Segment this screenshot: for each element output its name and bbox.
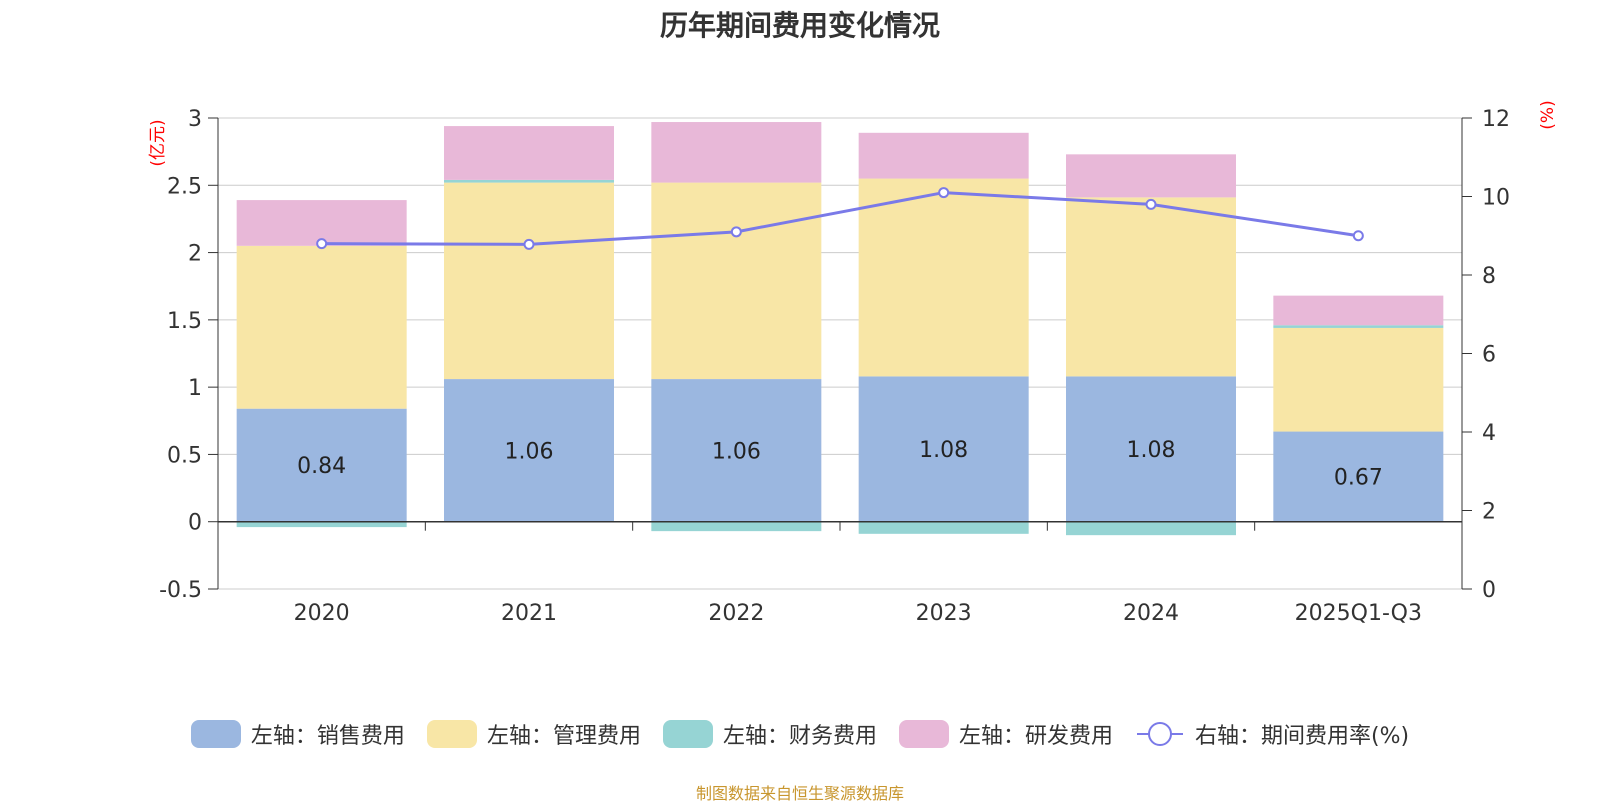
bar-segment bbox=[651, 379, 822, 522]
left-tick-label: 1 bbox=[188, 376, 202, 401]
source-footnote: 制图数据来自恒生聚源数据库 bbox=[695, 784, 904, 803]
bar-data-label: 0.84 bbox=[297, 454, 346, 479]
ratio-point bbox=[316, 238, 328, 250]
legend-swatch-sales bbox=[190, 720, 241, 748]
bar-data-label: 1.06 bbox=[505, 439, 554, 464]
right-tick-label: 12 bbox=[1482, 107, 1510, 132]
right-tick-label: 6 bbox=[1482, 343, 1496, 368]
right-axis-unit: (%) bbox=[1538, 100, 1558, 129]
right-tick-label: 10 bbox=[1482, 186, 1510, 211]
bar-data-label: 1.06 bbox=[712, 439, 761, 464]
x-tick-label: 2022 bbox=[708, 601, 764, 626]
bar-segment bbox=[236, 245, 407, 409]
bar-segment bbox=[1066, 521, 1236, 536]
legend-item-finance[interactable]: 左轴：财务费用 bbox=[662, 718, 877, 750]
legend-item-rnd[interactable]: 左轴：研发费用 bbox=[898, 718, 1113, 750]
bar-segment bbox=[1066, 376, 1236, 522]
right-tick-label: 4 bbox=[1482, 421, 1496, 446]
bar-segment bbox=[1066, 154, 1236, 198]
bar-segment bbox=[858, 376, 1029, 522]
ratio-point bbox=[1145, 198, 1157, 210]
legend-label-rnd: 左轴：研发费用 bbox=[958, 724, 1113, 749]
bar-data-label: 1.08 bbox=[919, 438, 968, 463]
bar-segment bbox=[444, 182, 614, 380]
left-tick-label: 2 bbox=[188, 242, 202, 267]
bar-segment bbox=[444, 126, 614, 180]
ratio-point bbox=[1352, 230, 1364, 242]
legend: 左轴：销售费用 左轴：管理费用 左轴：财务费用 左轴：研发费用 右轴：期间费用率… bbox=[0, 718, 1600, 750]
left-tick-label: -0.5 bbox=[159, 578, 202, 603]
bar-segment bbox=[651, 122, 822, 183]
legend-label-ratio: 右轴：期间费用率(%) bbox=[1194, 724, 1410, 749]
legend-item-admin[interactable]: 左轴：管理费用 bbox=[426, 718, 641, 750]
bar-data-label: 1.08 bbox=[1127, 438, 1176, 463]
legend-swatch-admin bbox=[426, 720, 477, 748]
x-tick-label: 2021 bbox=[501, 601, 557, 626]
legend-label-admin: 左轴：管理费用 bbox=[486, 724, 641, 749]
left-axis-unit: (亿元) bbox=[148, 119, 168, 166]
ratio-point bbox=[938, 187, 950, 199]
bar-segment bbox=[651, 182, 822, 380]
bar-segment bbox=[444, 379, 614, 522]
bar-segment bbox=[858, 178, 1029, 377]
legend-item-ratio[interactable]: 右轴：期间费用率(%) bbox=[1135, 718, 1409, 750]
bar-segment bbox=[1273, 295, 1444, 326]
x-tick-label: 2025Q1-Q3 bbox=[1295, 601, 1422, 626]
right-tick-label: 0 bbox=[1482, 578, 1496, 603]
x-tick-label: 2020 bbox=[294, 601, 350, 626]
x-tick-label: 2023 bbox=[916, 601, 972, 626]
ratio-point bbox=[730, 226, 742, 238]
right-tick-label: 8 bbox=[1482, 264, 1496, 289]
legend-label-finance: 左轴：财务费用 bbox=[722, 724, 877, 749]
legend-swatch-rnd bbox=[898, 720, 949, 748]
ratio-point bbox=[523, 238, 535, 250]
chart-title: 历年期间费用变化情况 bbox=[659, 9, 940, 42]
bar-segment bbox=[1273, 431, 1444, 522]
legend-swatch-finance bbox=[662, 720, 713, 748]
bar-segment bbox=[1273, 325, 1444, 328]
left-tick-label: 2.5 bbox=[167, 174, 202, 199]
legend-label-sales: 左轴：销售费用 bbox=[250, 724, 405, 749]
ratio-line bbox=[321, 191, 1359, 246]
bar-segment bbox=[1066, 197, 1236, 377]
bar-segment bbox=[444, 179, 614, 183]
right-tick-label: 2 bbox=[1482, 500, 1496, 525]
left-tick-label: 0 bbox=[188, 511, 202, 536]
legend-item-sales[interactable]: 左轴：销售费用 bbox=[190, 718, 405, 750]
left-tick-label: 0.5 bbox=[167, 443, 202, 468]
x-tick-label: 2024 bbox=[1123, 601, 1179, 626]
bar-segment bbox=[858, 521, 1029, 534]
bar-segment bbox=[236, 521, 407, 528]
bar-segment bbox=[858, 132, 1029, 179]
bar-segment bbox=[651, 521, 822, 532]
left-tick-label: 1.5 bbox=[167, 309, 202, 334]
left-tick-label: 3 bbox=[188, 107, 202, 132]
bar-segment bbox=[1273, 327, 1444, 432]
bar-data-label: 0.67 bbox=[1334, 466, 1383, 491]
bar-segment bbox=[236, 408, 407, 522]
legend-line-icon bbox=[1136, 722, 1183, 746]
